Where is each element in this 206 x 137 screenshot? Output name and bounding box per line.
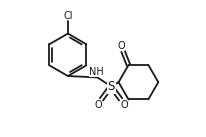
Text: S: S xyxy=(107,80,114,93)
Text: O: O xyxy=(117,41,124,51)
Text: O: O xyxy=(94,100,101,110)
Text: Cl: Cl xyxy=(63,11,72,21)
Text: NH: NH xyxy=(89,67,104,77)
Text: O: O xyxy=(120,100,127,110)
